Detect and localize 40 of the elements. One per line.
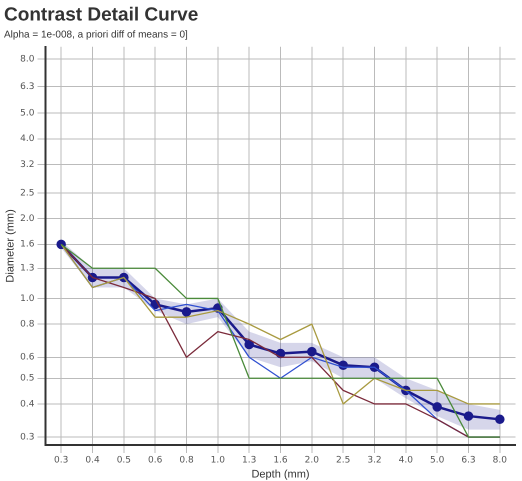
y-tick-label: 5.0 — [20, 108, 35, 119]
x-tick-label: 0.5 — [116, 456, 132, 466]
point — [495, 414, 505, 424]
y-tick-label: 0.8 — [20, 319, 35, 330]
x-tick-label: 2.0 — [304, 456, 320, 466]
y-tick-label: 1.0 — [20, 294, 35, 304]
x-tick-label: 2.5 — [336, 456, 350, 466]
x-tick-label: 0.8 — [179, 456, 194, 466]
chart-subtitle: Alpha = 1e-008, a priori diff of means = 0] — [4, 30, 188, 41]
chart-title: Contrast Detail Curve — [4, 4, 198, 26]
x-tick-label: 5.0 — [430, 456, 445, 466]
x-tick-label: 3.2 — [367, 456, 382, 466]
point — [244, 340, 254, 350]
y-tick-label: 0.4 — [20, 399, 35, 410]
x-tick-label: 0.4 — [85, 456, 100, 466]
x-tick-label: 8.0 — [492, 456, 508, 466]
x-tick-label: 0.6 — [148, 456, 163, 466]
y-tick-label: 3.2 — [20, 160, 35, 170]
y-tick-label: 0.5 — [20, 374, 35, 384]
point — [307, 346, 317, 356]
y-tick-label: 1.6 — [20, 240, 35, 250]
y-tick-label: 6.3 — [20, 82, 35, 92]
y-tick-label: 0.3 — [20, 432, 35, 442]
point — [464, 411, 474, 421]
y-tick-label: 2.5 — [20, 188, 35, 198]
y-tick-label: 1.3 — [20, 264, 35, 274]
x-axis-title: Depth (mm) — [251, 468, 310, 480]
y-tick-label: 0.6 — [20, 352, 35, 363]
x-tick-label: 6.3 — [461, 456, 476, 466]
y-tick-label: 8.0 — [20, 54, 35, 64]
y-axis-title: Diameter (mm) — [4, 209, 17, 283]
point — [182, 307, 192, 317]
x-tick-label: 4.0 — [398, 456, 414, 466]
y-tick-label: 2.0 — [20, 214, 35, 224]
x-tick-label: 0.3 — [54, 456, 68, 466]
x-tick-label: 1.0 — [210, 456, 226, 466]
x-tick-label: 1.3 — [242, 456, 256, 466]
point — [432, 402, 442, 412]
x-tick-label: 1.6 — [273, 456, 288, 466]
y-tick-label: 4.0 — [20, 134, 35, 144]
